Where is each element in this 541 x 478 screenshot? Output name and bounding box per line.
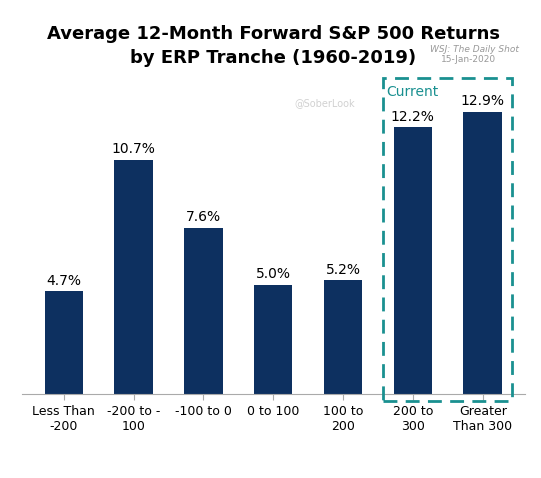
Bar — [184, 228, 222, 394]
Bar — [254, 285, 292, 394]
Title: Average 12-Month Forward S&P 500 Returns
by ERP Tranche (1960-2019): Average 12-Month Forward S&P 500 Returns… — [47, 25, 500, 66]
Text: 10.7%: 10.7% — [111, 142, 155, 156]
Bar — [324, 281, 362, 394]
Text: WSJ: The Daily Shot: WSJ: The Daily Shot — [430, 45, 519, 54]
Text: 7.6%: 7.6% — [186, 210, 221, 225]
Text: Current: Current — [387, 85, 439, 98]
Text: 15-Jan-2020: 15-Jan-2020 — [441, 55, 496, 64]
Bar — [394, 127, 432, 394]
Text: 12.2%: 12.2% — [391, 109, 435, 124]
Bar — [464, 111, 502, 394]
Text: @SoberLook: @SoberLook — [294, 98, 355, 108]
Bar — [44, 291, 83, 394]
Text: 5.0%: 5.0% — [256, 268, 291, 282]
Text: 4.7%: 4.7% — [46, 274, 81, 288]
Text: 12.9%: 12.9% — [461, 94, 505, 109]
Bar — [114, 160, 153, 394]
Text: 5.2%: 5.2% — [326, 263, 360, 277]
Bar — [383, 78, 512, 401]
